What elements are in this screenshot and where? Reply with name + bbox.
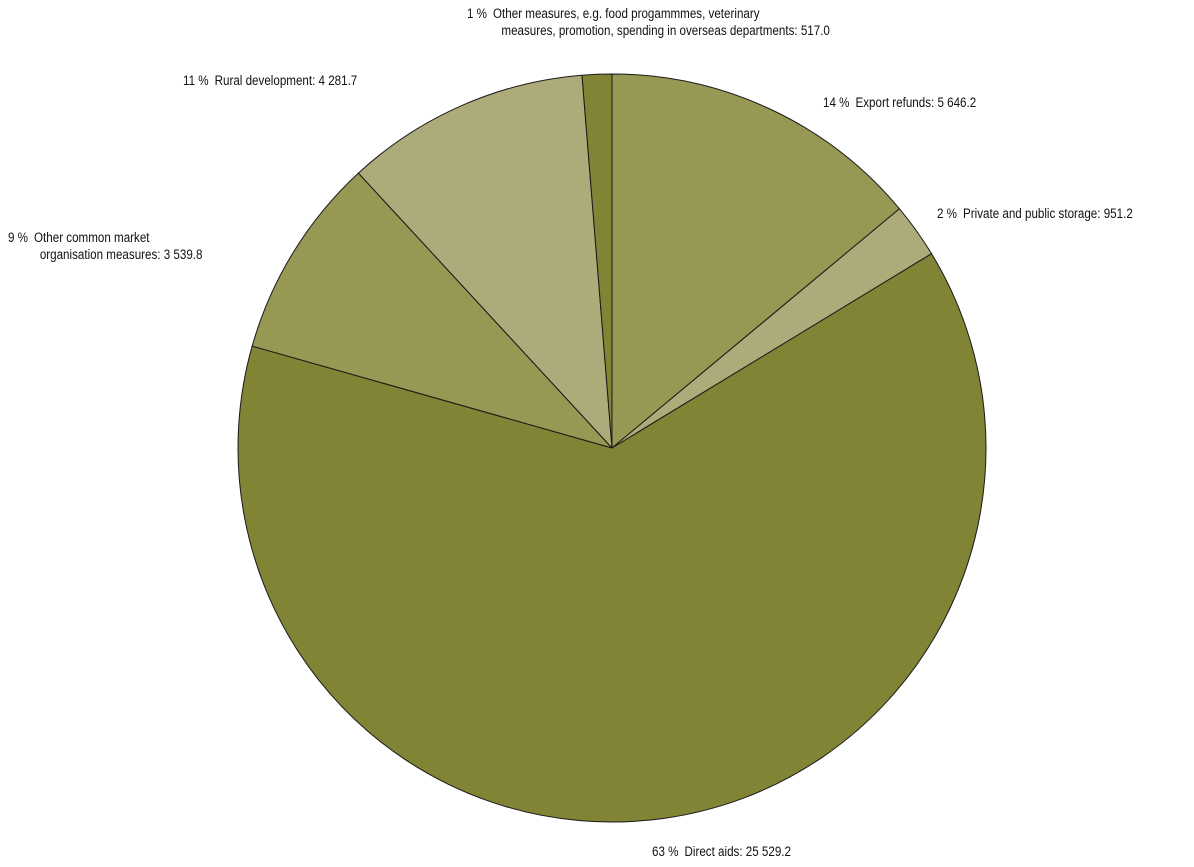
pie-slice-other-measures	[581, 73, 613, 449]
slice-label-direct-aids: 63 % Direct aids: 25 529.2	[652, 844, 791, 859]
slice-label-rural-development: 11 % Rural development: 4 281.7	[183, 73, 358, 88]
pie-slice-direct-aids	[237, 253, 987, 823]
pie-slice-export-refunds	[611, 73, 900, 449]
slice-label-other-measures: 1 % Other measures, e.g. food progammmes,…	[467, 6, 830, 38]
pie-slice-rural-development	[357, 74, 613, 449]
slice-label-private-public-storage: 2 % Private and public storage: 951.2	[937, 206, 1133, 221]
slice-label-export-refunds: 14 % Export refunds: 5 646.2	[823, 95, 977, 110]
pie-slice-other-common-market	[251, 172, 613, 449]
slice-label-other-common-market: 9 % Other common market organisation meas…	[8, 230, 203, 262]
